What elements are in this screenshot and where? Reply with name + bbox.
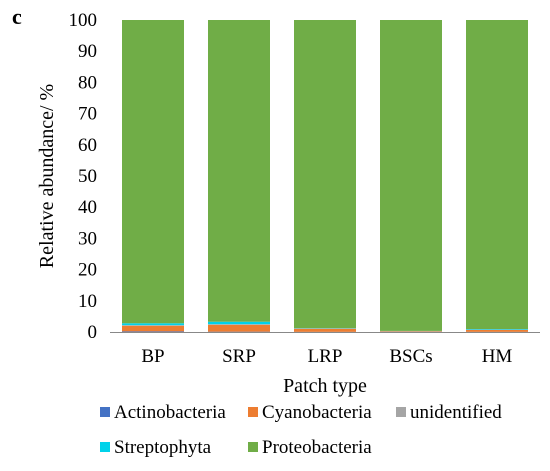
bar-segment (208, 324, 270, 332)
x-tick-label: SRP (222, 346, 256, 367)
y-tick-label: 0 (88, 322, 98, 343)
bar-segment (208, 324, 270, 325)
legend-swatch (248, 442, 258, 452)
legend-label: Cyanobacteria (262, 402, 372, 423)
bar-segment (466, 329, 528, 332)
y-tick-label: 40 (78, 197, 97, 218)
y-tick-label: 20 (78, 260, 97, 281)
x-tick-label: LRP (308, 346, 343, 367)
legend-label: Streptophyta (114, 437, 212, 458)
bar-segment (294, 328, 356, 332)
bar-segment (122, 331, 184, 332)
bar-segment (380, 331, 442, 332)
y-tick-label: 10 (78, 291, 97, 312)
legend-swatch (100, 442, 110, 452)
legend-label: unidentified (410, 402, 502, 423)
legend-swatch (100, 407, 110, 417)
bar-segment (466, 329, 528, 330)
bar-segment (122, 325, 184, 326)
y-tick-label: 80 (78, 72, 97, 93)
bar-segment (380, 20, 442, 331)
legend-label: Actinobacteria (114, 402, 226, 423)
x-axis-tick-labels: BP SRP LRP BSCs HM (141, 346, 512, 367)
y-axis-title: Relative abundance/ % (36, 84, 58, 268)
panel-label: c (12, 4, 22, 29)
x-axis-title: Patch type (283, 375, 367, 397)
bar-segment (294, 20, 356, 329)
bar-segment (466, 20, 528, 330)
y-tick-label: 90 (78, 41, 97, 62)
bar-segment (208, 20, 270, 322)
y-tick-label: 100 (69, 10, 98, 31)
bar-segment (208, 321, 270, 325)
y-tick-label: 50 (78, 166, 97, 187)
bars (122, 20, 528, 332)
bar-segment (122, 323, 184, 326)
legend-swatch (396, 407, 406, 417)
bar-segment (122, 20, 184, 324)
y-axis-tick-labels: 0 10 20 30 40 50 60 70 80 90 100 (69, 10, 98, 343)
bar-segment (122, 325, 184, 332)
y-tick-label: 30 (78, 228, 97, 249)
x-tick-label: HM (482, 346, 513, 367)
x-tick-label: BP (141, 346, 164, 367)
y-tick-label: 60 (78, 135, 97, 156)
x-tick-label: BSCs (389, 346, 432, 367)
legend-swatch (248, 407, 258, 417)
legend: Actinobacteria Cyanobacteria unidentified S… (100, 402, 502, 458)
y-tick-label: 70 (78, 104, 97, 125)
legend-label: Proteobacteria (262, 437, 372, 458)
